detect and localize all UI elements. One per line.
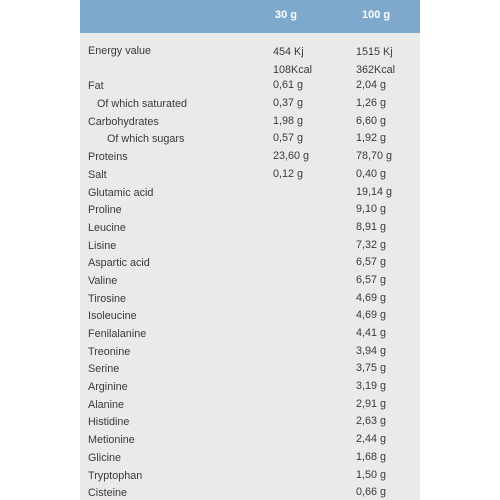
value-30g: 0,37 g [273,97,304,110]
value-30g: 1,98 g [273,114,304,127]
row-label: Proline [88,204,122,217]
table-row-arginine: Arginine 3,19 g [80,380,420,398]
table-row-treonine: Treonine 3,94 g [80,345,420,363]
table-row-glutamic-acid: Glutamic acid 19,14 g [80,186,420,204]
table-body: Energy value 454 Kj 108Kcal 1515 Kj 362K… [80,44,420,500]
value-100g: 6,57 g [356,256,387,269]
table-row-proteins: Proteins 23,60 g 78,70 g [80,150,420,168]
value-100g: 4,69 g [356,291,387,304]
table-row-tryptophan: Tryptophan 1,50 g [80,469,420,487]
nutrition-table: 30 g 100 g Energy value 454 Kj 108Kcal 1… [80,0,420,500]
value-30g: 0,57 g [273,132,304,145]
row-label: Energy value [88,45,152,57]
row-label: Tirosine [88,292,126,305]
row-label: Fat [88,80,104,93]
table-row-lisine: Lisine 7,32 g [80,239,420,257]
table-row-aspartic-acid: Aspartic acid 6,57 g [80,256,420,274]
value-100g: 4,41 g [356,327,387,340]
value-30g: 0,12 g [273,167,304,180]
value-100g: 6,57 g [356,273,387,286]
value-100g: 4,69 g [356,309,387,322]
header-100g: 100 g [362,9,391,21]
value-100g: 2,91 g [356,397,387,410]
row-label: Metionine [88,434,135,447]
row-label: Glutamic acid [88,186,154,199]
row-label: Cisteine [88,487,128,500]
table-row-fat: Fat 0,61 g 2,04 g [80,79,420,97]
row-label: Aspartic acid [88,257,150,270]
value-100g: 3,75 g [356,362,387,375]
value-100g: 0,40 g [356,167,387,180]
table-row-metionine: Metionine 2,44 g [80,433,420,451]
row-label: Glicine [88,451,122,464]
table-row-valine: Valine 6,57 g [80,274,420,292]
value-100g: 2,04 g [356,79,387,92]
value-30g: 23,60 g [273,150,310,163]
table-row-proline: Proline 9,10 g [80,203,420,221]
row-label: Proteins [88,151,128,164]
row-label: Histidine [88,416,130,429]
row-label: Lisine [88,239,117,252]
table-row-histidine: Histidine 2,63 g [80,415,420,433]
table-row-tirosine: Tirosine 4,69 g [80,292,420,310]
row-label: Arginine [88,381,128,394]
table-row-cisteine: Cisteine 0,66 g [80,486,420,500]
value-100g: 2,44 g [356,433,387,446]
row-label: Fenilalanine [88,328,147,341]
header-30g: 30 g [275,9,298,21]
value-100g: 2,63 g [356,415,387,428]
row-label: Carbohydrates [88,115,159,128]
table-row-glicine: Glicine 1,68 g [80,451,420,469]
table-row-saturated: Of which saturated 0,37 g 1,26 g [80,97,420,115]
row-label: Salt [88,168,107,181]
row-label: Treonine [88,345,131,358]
value-100g: 1,68 g [356,450,387,463]
row-label: Serine [88,363,120,376]
value-100g: 1,92 g [356,132,387,145]
value-100g: 8,91 g [356,220,387,233]
table-row-alanine: Alanine 2,91 g [80,398,420,416]
row-label: Leucine [88,221,126,234]
value-30g: 454 Kj 108Kcal [273,46,313,76]
value-100g: 0,66 g [356,486,387,499]
table-row-energy: Energy value 454 Kj 108Kcal 1515 Kj 362K… [80,44,420,79]
row-label: Valine [88,274,118,287]
table-row-fenilalanine: Fenilalanine 4,41 g [80,327,420,345]
row-label: Tryptophan [88,469,143,482]
table-row-sugars: Of which sugars 0,57 g 1,92 g [80,132,420,150]
row-label: Isoleucine [88,310,137,323]
value-100g: 3,19 g [356,380,387,393]
value-100g: 6,60 g [356,114,387,127]
table-row-isoleucine: Isoleucine 4,69 g [80,309,420,327]
value-30g: 0,61 g [273,79,304,92]
value-100g: 9,10 g [356,203,387,216]
row-label: Of which saturated [97,98,188,111]
value-100g: 78,70 g [356,150,393,163]
table-row-leucine: Leucine 8,91 g [80,221,420,239]
table-row-carbohydrates: Carbohydrates 1,98 g 6,60 g [80,115,420,133]
table-row-salt: Salt 0,12 g 0,40 g [80,168,420,186]
value-100g: 3,94 g [356,344,387,357]
value-100g: 1,26 g [356,97,387,110]
table-header: 30 g 100 g [80,0,420,33]
value-100g: 1,50 g [356,468,387,481]
row-label: Alanine [88,398,125,411]
table-row-serine: Serine 3,75 g [80,362,420,380]
row-label: Of which sugars [107,133,185,146]
value-100g: 1515 Kj 362Kcal [356,46,396,76]
value-100g: 7,32 g [356,238,387,251]
value-100g: 19,14 g [356,185,393,198]
